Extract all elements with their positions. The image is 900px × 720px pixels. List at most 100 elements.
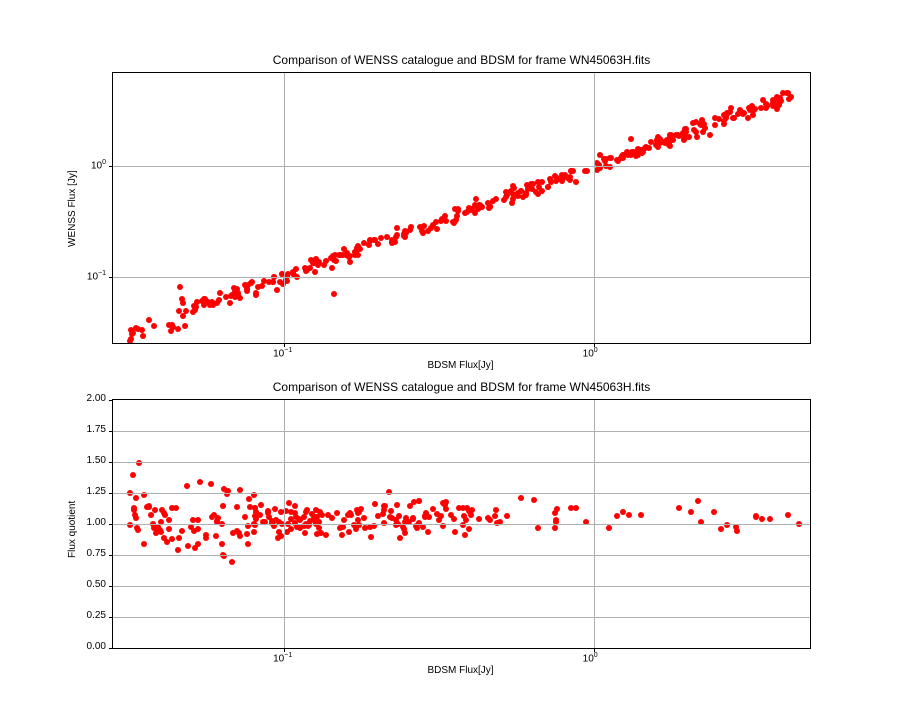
data-point (180, 313, 186, 319)
data-point (248, 280, 254, 286)
y-tick-mark (109, 493, 113, 494)
data-point (252, 505, 258, 511)
data-point (785, 512, 791, 518)
data-point (451, 516, 457, 522)
gridline-vertical (594, 73, 595, 343)
data-point (361, 515, 367, 521)
data-point (234, 504, 240, 510)
data-point (760, 97, 766, 103)
data-point (468, 512, 474, 518)
data-point (504, 513, 510, 519)
data-point (129, 331, 135, 337)
data-point (134, 525, 140, 531)
y-tick-label: 10−1 (87, 270, 106, 282)
data-point (175, 547, 181, 553)
x-tick-label: 100 (583, 652, 598, 664)
bottom-scatter-panel: Comparison of WENSS catalogue and BDSM f… (112, 399, 811, 649)
data-point (195, 517, 201, 523)
data-point (133, 495, 139, 501)
data-point (140, 333, 146, 339)
top-panel-title: Comparison of WENSS catalogue and BDSM f… (113, 53, 810, 67)
data-point (166, 517, 172, 523)
data-point (380, 511, 386, 517)
data-point (253, 290, 259, 296)
data-point (628, 136, 634, 142)
data-point (410, 516, 416, 522)
data-point (455, 208, 461, 214)
data-point (381, 503, 387, 509)
data-point (545, 184, 551, 190)
data-point (234, 286, 240, 292)
figure: Comparison of WENSS catalogue and BDSM f… (0, 0, 900, 720)
data-point (367, 238, 373, 244)
y-tick-mark (109, 400, 113, 401)
data-point (292, 503, 298, 509)
data-point (397, 535, 403, 541)
data-point (355, 517, 361, 523)
data-point (176, 308, 182, 314)
data-point (639, 150, 645, 156)
data-point (573, 505, 579, 511)
data-point (265, 508, 271, 514)
data-point (339, 532, 345, 538)
data-point (620, 152, 626, 158)
y-tick-mark (109, 166, 113, 167)
y-tick-mark (109, 431, 113, 432)
top-scatter-points (113, 73, 810, 343)
y-tick-label: 2.00 (87, 393, 106, 404)
data-point (653, 142, 659, 148)
data-point (237, 533, 243, 539)
data-point (548, 179, 554, 185)
data-point (318, 530, 324, 536)
data-point (166, 526, 172, 532)
bottom-y-axis-label: Flux quotient (67, 501, 78, 558)
data-point (504, 192, 510, 198)
y-tick-mark (109, 648, 113, 649)
gridline-horizontal (113, 166, 810, 167)
data-point (668, 132, 674, 138)
y-tick-mark (109, 277, 113, 278)
data-point (252, 522, 258, 528)
data-point (183, 308, 189, 314)
data-point (135, 326, 141, 332)
data-point (492, 513, 498, 519)
data-point (286, 500, 292, 506)
data-point (695, 498, 701, 504)
data-point (493, 507, 499, 513)
data-point (168, 328, 174, 334)
data-point (452, 529, 458, 535)
data-point (182, 323, 188, 329)
data-point (476, 516, 482, 522)
data-point (737, 107, 743, 113)
data-point (759, 516, 765, 522)
data-point (614, 513, 620, 519)
data-point (177, 284, 183, 290)
y-tick-label: 0.75 (87, 548, 106, 559)
data-point (711, 509, 717, 515)
y-tick-mark (109, 524, 113, 525)
data-point (329, 265, 335, 271)
data-point (329, 515, 335, 521)
y-tick-mark (109, 462, 113, 463)
data-point (770, 97, 776, 103)
gridline-vertical (284, 73, 285, 343)
x-tick-label: 100 (583, 347, 598, 359)
data-point (323, 532, 329, 538)
data-point (309, 511, 315, 517)
data-point (676, 505, 682, 511)
data-point (246, 496, 252, 502)
data-point (197, 479, 203, 485)
data-point (146, 503, 152, 509)
data-point (394, 225, 400, 231)
data-point (392, 239, 398, 245)
data-point (237, 295, 243, 301)
data-point (227, 300, 233, 306)
gridline-horizontal (113, 524, 810, 525)
data-point (388, 508, 394, 514)
gridline-horizontal (113, 586, 810, 587)
data-point (362, 525, 368, 531)
data-point (723, 113, 729, 119)
data-point (776, 102, 782, 108)
data-point (416, 498, 422, 504)
data-point-outlier (331, 291, 337, 297)
